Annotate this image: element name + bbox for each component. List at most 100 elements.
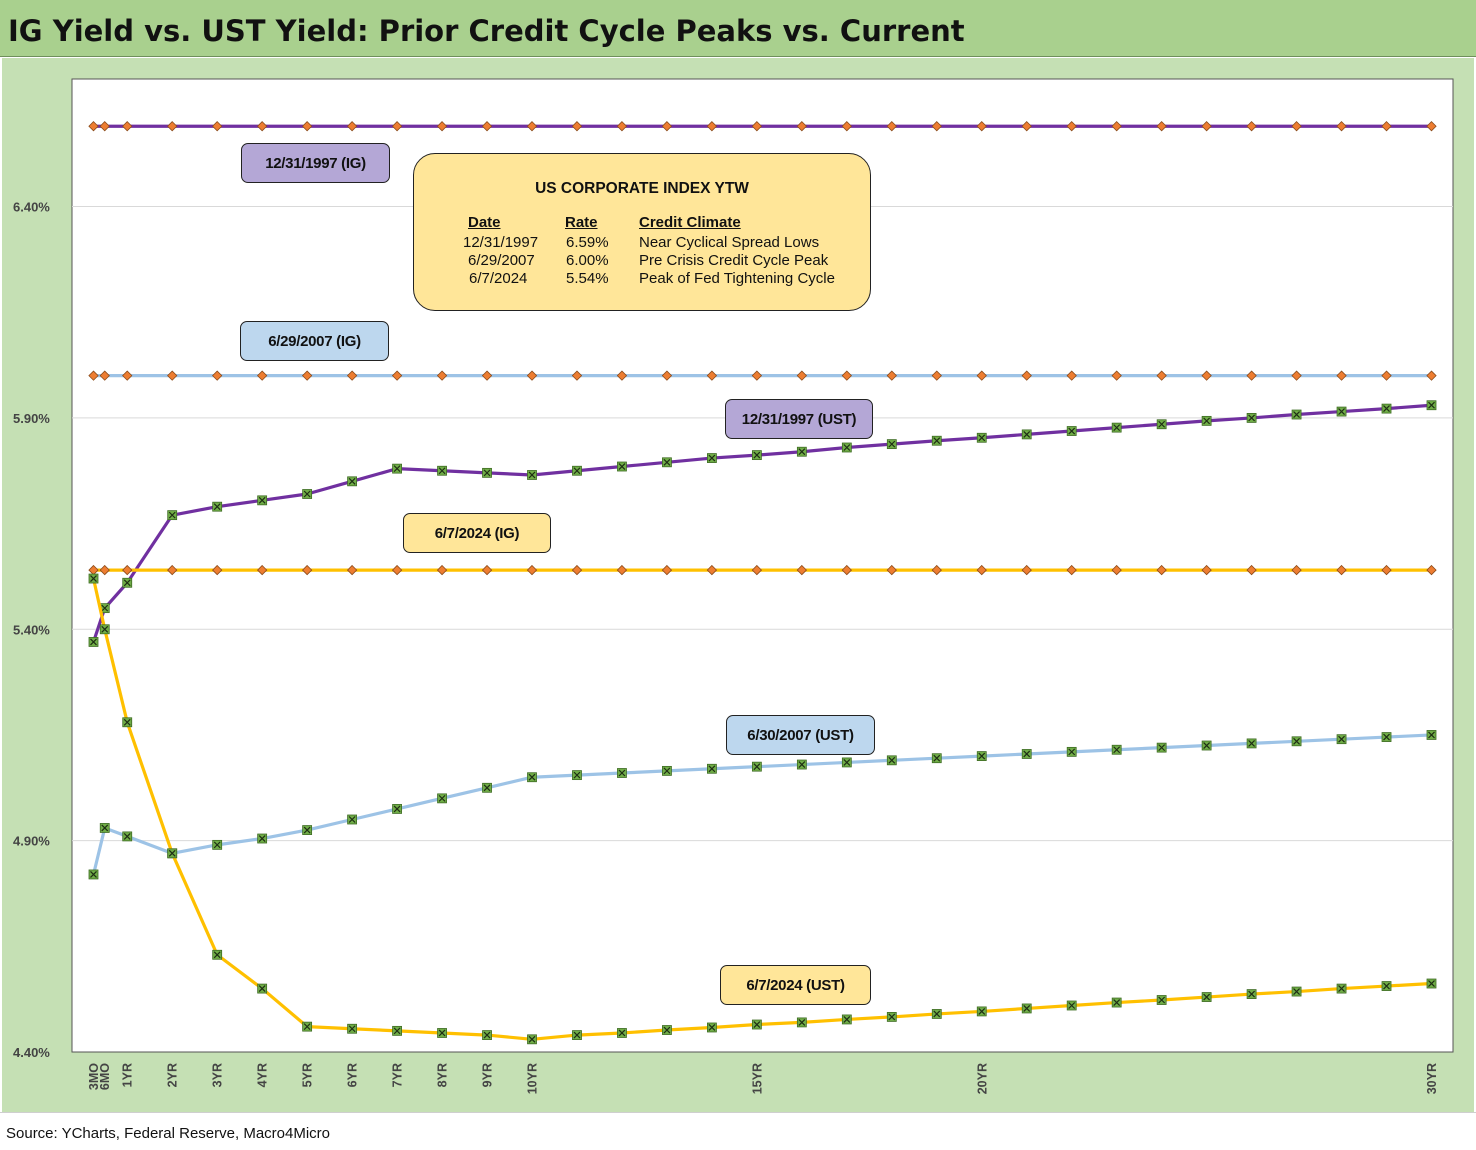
data-point-6-7-2024-ig — [301, 564, 313, 576]
data-point-6-7-2024-ig — [346, 564, 358, 576]
data-point-6-29-2007-ig — [706, 370, 718, 381]
data-point-6-30-2007-ust — [841, 757, 852, 768]
data-point-6-7-2024-ig — [796, 564, 808, 576]
data-point-6-7-2024-ig — [931, 564, 942, 576]
data-point-12-31-1997-ig — [1156, 121, 1167, 132]
data-point-6-7-2024-ig — [526, 564, 538, 576]
data-point-6-29-2007-ig — [1336, 370, 1347, 381]
data-point-6-29-2007-ig — [571, 370, 583, 381]
x-tick-label: 4YR — [256, 1063, 270, 1087]
data-point-6-7-2024-ig — [167, 564, 178, 576]
data-point-6-29-2007-ig — [1426, 370, 1437, 381]
data-point-6-30-2007-ust — [1336, 734, 1347, 745]
data-point-6-7-2024-ust — [1246, 989, 1257, 999]
data-point-6-30-2007-ust — [482, 782, 492, 793]
x-tick-label: 6MO — [98, 1063, 112, 1090]
data-point-12-31-1997-ig — [346, 121, 358, 132]
data-point-12-31-1997-ust — [1111, 422, 1122, 433]
data-point-12-31-1997-ig — [976, 121, 987, 132]
data-point-12-31-1997-ust — [1381, 403, 1392, 414]
data-point-6-29-2007-ig — [212, 370, 223, 381]
data-point-6-30-2007-ust — [122, 831, 133, 842]
data-point-6-7-2024-ust — [527, 1034, 537, 1045]
data-point-6-30-2007-ust — [88, 869, 99, 880]
data-point-6-29-2007-ig — [391, 370, 403, 381]
y-tick-label: 4.90% — [13, 834, 50, 849]
title-bar: IG Yield vs. UST Yield: Prior Credit Cyc… — [0, 0, 1476, 57]
data-point-6-7-2024-ig — [436, 564, 448, 576]
data-point-12-31-1997-ig — [1201, 121, 1212, 132]
data-point-6-30-2007-ust — [617, 768, 627, 778]
data-point-6-7-2024-ig — [1111, 564, 1122, 576]
data-point-12-31-1997-ig — [1066, 121, 1077, 132]
data-point-6-7-2024-ust — [1381, 981, 1392, 991]
data-point-12-31-1997-ig — [1381, 121, 1392, 132]
info-row-rate: 6.00% — [566, 252, 609, 269]
series-label-ig-2024: 6/7/2024 (IG) — [403, 513, 551, 553]
y-tick-label: 5.40% — [13, 622, 50, 637]
data-point-6-7-2024-ust — [931, 1009, 942, 1019]
series-label-ust-2007: 6/30/2007 (UST) — [726, 715, 875, 755]
plot-area — [71, 78, 1454, 1053]
data-point-6-7-2024-ust — [347, 1023, 358, 1034]
data-point-12-31-1997-ig — [1291, 121, 1302, 132]
data-point-6-7-2024-ust — [257, 983, 268, 994]
x-tick-label: 5YR — [301, 1063, 315, 1087]
chart-title: IG Yield vs. UST Yield: Prior Credit Cyc… — [8, 14, 965, 48]
data-point-6-29-2007-ig — [346, 370, 358, 381]
data-point-6-29-2007-ig — [1066, 370, 1077, 381]
x-tick-label: 2YR — [166, 1063, 180, 1087]
data-point-6-30-2007-ust — [1111, 744, 1122, 755]
info-row-rate: 6.59% — [566, 234, 609, 251]
series-label-ust-1997: 12/31/1997 (UST) — [725, 399, 873, 439]
data-point-12-31-1997-ust — [976, 432, 987, 443]
data-point-6-29-2007-ig — [1021, 370, 1032, 381]
data-point-12-31-1997-ig — [706, 121, 718, 132]
data-point-6-7-2024-ig — [122, 564, 133, 576]
data-point-6-30-2007-ust — [347, 814, 358, 825]
data-point-12-31-1997-ust — [796, 446, 807, 457]
data-point-6-30-2007-ust — [707, 763, 717, 774]
data-point-6-7-2024-ig — [481, 564, 493, 576]
data-point-6-30-2007-ust — [1156, 742, 1167, 753]
data-point-12-31-1997-ust — [1201, 415, 1212, 426]
data-point-6-7-2024-ig — [1201, 564, 1212, 576]
data-point-12-31-1997-ig — [99, 121, 110, 132]
data-point-6-7-2024-ig — [1246, 564, 1257, 576]
data-point-6-29-2007-ig — [88, 370, 99, 381]
data-point-6-7-2024-ust — [707, 1022, 717, 1033]
data-point-6-7-2024-ust — [976, 1006, 987, 1017]
data-point-12-31-1997-ig — [167, 121, 178, 132]
data-point-12-31-1997-ust — [482, 467, 492, 478]
data-point-6-29-2007-ig — [931, 370, 942, 381]
series-label-ig-1997: 12/31/1997 (IG) — [241, 143, 390, 183]
data-point-6-30-2007-ust — [1021, 749, 1032, 759]
data-point-6-29-2007-ig — [661, 370, 673, 381]
source-note: Source: YCharts, Federal Reserve, Macro4… — [6, 1125, 331, 1142]
data-point-12-31-1997-ust — [392, 463, 402, 474]
series-label-ust-2024: 6/7/2024 (UST) — [720, 965, 871, 1005]
data-point-6-7-2024-ig — [841, 564, 852, 576]
data-point-6-7-2024-ust — [1426, 978, 1437, 989]
data-point-6-7-2024-ig — [1381, 564, 1392, 576]
series-line-6-30-2007-ust — [91, 733, 1432, 875]
info-row-climate: Peak of Fed Tightening Cycle — [639, 270, 835, 287]
data-point-6-7-2024-ust — [886, 1012, 897, 1022]
data-point-6-30-2007-ust — [1381, 732, 1392, 742]
data-point-6-7-2024-ust — [662, 1025, 672, 1035]
data-point-6-7-2024-ig — [1156, 564, 1167, 576]
data-point-12-31-1997-ig — [1336, 121, 1347, 132]
data-point-6-7-2024-ig — [99, 564, 110, 576]
data-point-12-31-1997-ust — [707, 453, 717, 463]
data-point-12-31-1997-ust — [1021, 429, 1032, 440]
data-point-6-7-2024-ust — [482, 1030, 492, 1040]
x-tick-label: 10YR — [526, 1063, 540, 1094]
data-point-12-31-1997-ust — [572, 465, 582, 476]
data-point-12-31-1997-ust — [841, 442, 852, 453]
data-point-12-31-1997-ig — [616, 121, 628, 132]
data-point-12-31-1997-ust — [347, 476, 358, 487]
data-point-12-31-1997-ust — [662, 457, 672, 468]
data-point-12-31-1997-ust — [167, 510, 178, 521]
data-point-12-31-1997-ig — [1426, 121, 1437, 132]
